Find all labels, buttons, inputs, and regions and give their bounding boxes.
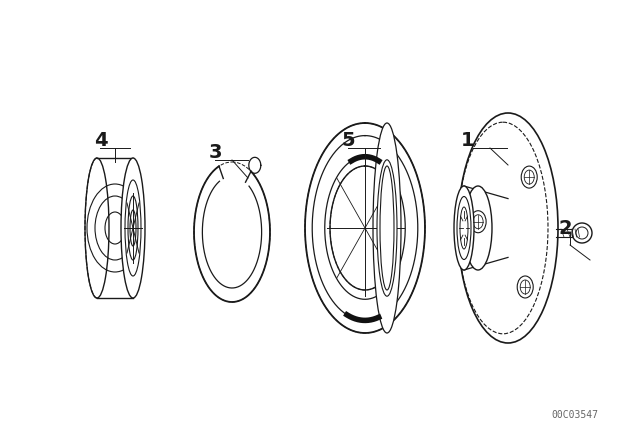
Ellipse shape (121, 158, 145, 298)
Ellipse shape (458, 113, 558, 343)
Text: 4: 4 (94, 130, 108, 150)
Ellipse shape (125, 180, 141, 276)
Ellipse shape (380, 166, 394, 290)
Ellipse shape (373, 123, 401, 333)
Ellipse shape (454, 186, 474, 270)
Text: 5: 5 (341, 130, 355, 150)
Text: 3: 3 (208, 142, 221, 161)
Ellipse shape (377, 160, 397, 296)
Text: 1: 1 (461, 130, 475, 150)
Ellipse shape (464, 186, 492, 270)
Ellipse shape (572, 223, 592, 243)
Text: 2: 2 (558, 219, 572, 237)
Ellipse shape (128, 196, 138, 260)
Text: 00C03547: 00C03547 (551, 410, 598, 420)
Ellipse shape (130, 210, 136, 246)
